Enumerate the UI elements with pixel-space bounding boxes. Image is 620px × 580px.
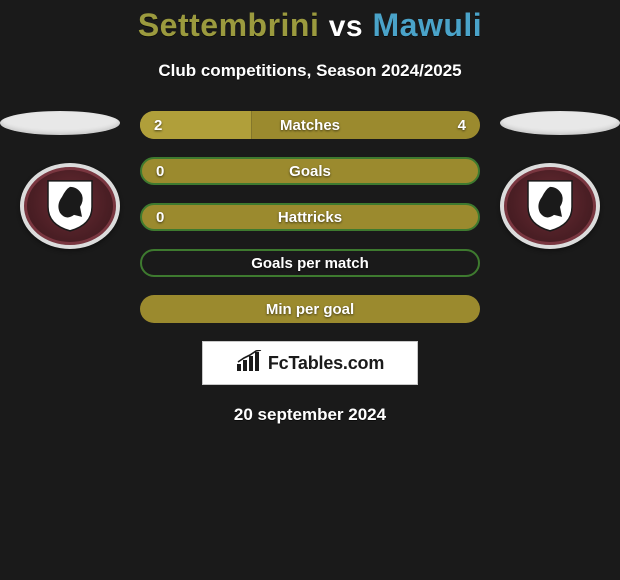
comparison-title: Settembrini vs Mawuli xyxy=(0,0,620,43)
crest-shield-left xyxy=(44,177,96,233)
player1-name: Settembrini xyxy=(138,7,320,43)
stat-label: Goals per match xyxy=(142,251,478,275)
subtitle: Club competitions, Season 2024/2025 xyxy=(0,61,620,81)
content-area: Matches24Goals0Hattricks0Goals per match… xyxy=(0,111,620,425)
ellipse-shadow-right xyxy=(500,111,620,135)
date-label: 20 september 2024 xyxy=(0,405,620,425)
stat-value-left: 2 xyxy=(140,111,176,139)
team-crest-left xyxy=(20,163,120,249)
stat-label: Matches xyxy=(140,111,480,139)
stat-value-left: 0 xyxy=(142,159,178,183)
brand-chart-icon xyxy=(236,350,262,377)
player2-name: Mawuli xyxy=(373,7,483,43)
brand-text: FcTables.com xyxy=(268,353,384,374)
stat-bar-hattricks: Hattricks0 xyxy=(140,203,480,231)
stat-bar-min-per-goal: Min per goal xyxy=(140,295,480,323)
stats-bars: Matches24Goals0Hattricks0Goals per match… xyxy=(140,111,480,323)
stat-value-right: 4 xyxy=(444,111,480,139)
stat-bar-goals-per-match: Goals per match xyxy=(140,249,480,277)
stat-bar-matches: Matches2 4 xyxy=(140,111,480,139)
team-crest-right xyxy=(500,163,600,249)
stat-label: Hattricks xyxy=(142,205,478,229)
ellipse-shadow-left xyxy=(0,111,120,135)
stat-label: Goals xyxy=(142,159,478,183)
stat-bar-goals: Goals0 xyxy=(140,157,480,185)
brand-box: FcTables.com xyxy=(202,341,418,385)
stat-value-left: 0 xyxy=(142,205,178,229)
vs-label: vs xyxy=(329,10,363,43)
crest-shield-right xyxy=(524,177,576,233)
stat-label: Min per goal xyxy=(140,295,480,323)
